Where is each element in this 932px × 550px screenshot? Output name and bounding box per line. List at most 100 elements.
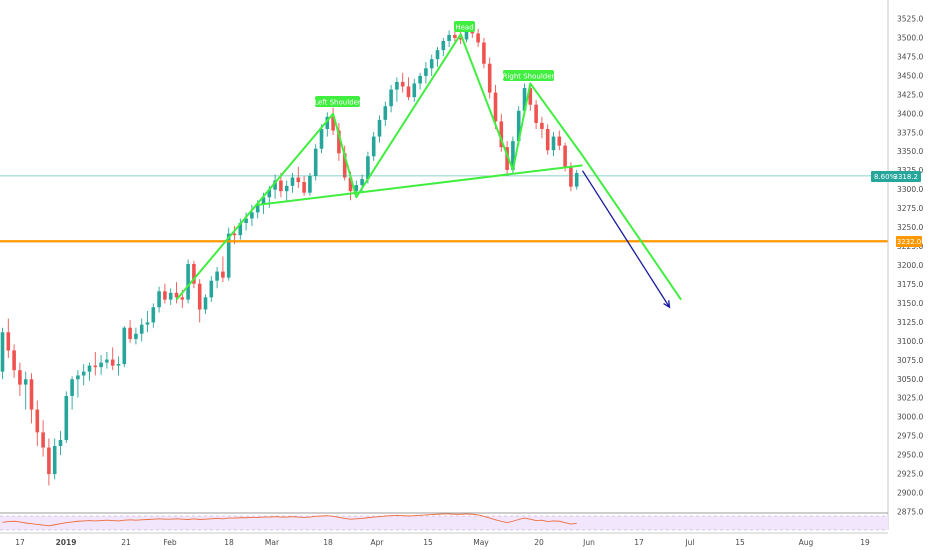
candle-body[interactable]: [360, 179, 364, 186]
projection-arrow[interactable]: [581, 170, 671, 309]
candle-body[interactable]: [35, 409, 40, 433]
candle-body[interactable]: [453, 34, 457, 38]
candle-body[interactable]: [511, 141, 515, 170]
candle-body[interactable]: [412, 83, 417, 98]
candle-body[interactable]: [122, 327, 127, 365]
candle-body[interactable]: [197, 283, 202, 310]
price-axis[interactable]: 3525.0 3500.0 3475.0 3450.0 3425.0 3400.0 3375…: [897, 15, 923, 517]
time-axis[interactable]: 17 2019 21 Feb 18 Mar 18 Apr 15 May 20 Jun 17 Jul 15 Au…: [15, 538, 870, 547]
candle-body[interactable]: [215, 271, 219, 281]
candle-body[interactable]: [70, 379, 74, 396]
candle-body[interactable]: [23, 379, 28, 385]
candle-body[interactable]: [308, 176, 312, 193]
candle-body[interactable]: [105, 359, 109, 363]
candle-body[interactable]: [540, 122, 544, 129]
candle-body[interactable]: [0, 332, 5, 372]
candle-body[interactable]: [6, 332, 11, 351]
candle-body[interactable]: [180, 297, 185, 300]
head-and-shoulders-drawing[interactable]: [175, 33, 682, 301]
candle-body[interactable]: [41, 432, 45, 448]
candle-body[interactable]: [209, 280, 214, 298]
candle-body[interactable]: [87, 365, 92, 372]
candle-body[interactable]: [116, 364, 121, 366]
candle-body[interactable]: [366, 156, 370, 180]
candle-body[interactable]: [534, 104, 538, 123]
candle-body[interactable]: [267, 189, 272, 198]
candle-body[interactable]: [64, 395, 69, 440]
candle-body[interactable]: [424, 68, 428, 76]
candle-body[interactable]: [145, 322, 150, 325]
candle-body[interactable]: [441, 40, 446, 51]
plot-area[interactable]: [0, 0, 888, 513]
candle-body[interactable]: [377, 119, 382, 137]
candle-body[interactable]: [418, 75, 422, 84]
candle-body[interactable]: [406, 86, 411, 98]
candle-body[interactable]: [395, 81, 399, 90]
candle-body[interactable]: [261, 197, 266, 205]
head-label[interactable]: Head: [454, 21, 475, 32]
candle-body[interactable]: [186, 263, 190, 300]
candle-body[interactable]: [58, 439, 63, 447]
candle-body[interactable]: [331, 116, 335, 131]
candle-body[interactable]: [110, 359, 115, 366]
candle-body[interactable]: [476, 33, 480, 43]
candle-body[interactable]: [157, 291, 161, 308]
candle-body[interactable]: [174, 292, 179, 298]
candle-body[interactable]: [134, 333, 138, 340]
candle-body[interactable]: [493, 92, 498, 122]
candle-body[interactable]: [551, 136, 556, 151]
candle-body[interactable]: [389, 89, 393, 107]
candle-body[interactable]: [563, 145, 567, 167]
candle-body[interactable]: [221, 271, 225, 278]
candle-body[interactable]: [163, 291, 167, 300]
candle-body[interactable]: [528, 88, 533, 105]
right-shoulder-label[interactable]: Right Shoulder: [503, 70, 555, 81]
candle-body[interactable]: [342, 153, 347, 178]
candle-body[interactable]: [12, 350, 16, 371]
candle-body[interactable]: [232, 233, 237, 236]
candle-body[interactable]: [296, 177, 301, 183]
candle-body[interactable]: [464, 27, 469, 40]
candle-body[interactable]: [516, 110, 521, 142]
candle-body[interactable]: [545, 128, 550, 151]
candle-body[interactable]: [284, 185, 289, 192]
candle-body[interactable]: [482, 42, 486, 64]
candle-body[interactable]: [151, 307, 156, 323]
candle-body[interactable]: [574, 172, 579, 187]
candle-body[interactable]: [81, 371, 86, 376]
candle-body[interactable]: [435, 50, 440, 60]
candle-body[interactable]: [273, 180, 277, 190]
candle-body[interactable]: [226, 233, 231, 278]
candle-body[interactable]: [522, 88, 527, 111]
candle-body[interactable]: [47, 447, 51, 475]
candle-body[interactable]: [302, 182, 306, 193]
candle-body[interactable]: [76, 375, 80, 380]
candle-body[interactable]: [383, 106, 388, 120]
pattern-zigzag[interactable]: [175, 33, 682, 301]
candle-body[interactable]: [337, 130, 341, 154]
candle-body[interactable]: [255, 204, 260, 213]
candle-body[interactable]: [557, 136, 562, 146]
candle-body[interactable]: [400, 81, 405, 87]
candle-body[interactable]: [279, 180, 283, 192]
candle-body[interactable]: [371, 136, 376, 157]
candle-body[interactable]: [128, 327, 132, 340]
candle-body[interactable]: [313, 148, 318, 177]
candle-body[interactable]: [203, 297, 208, 310]
candle-body[interactable]: [447, 34, 451, 41]
candle-body[interactable]: [319, 128, 324, 149]
candle-body[interactable]: [505, 147, 509, 170]
candle-body[interactable]: [99, 362, 103, 368]
candle-body[interactable]: [348, 177, 353, 192]
candle-body[interactable]: [18, 370, 22, 385]
candle-body[interactable]: [290, 177, 295, 186]
candle-body[interactable]: [168, 292, 173, 300]
candle-body[interactable]: [93, 365, 98, 368]
candle-body[interactable]: [250, 212, 254, 219]
candle-body[interactable]: [429, 59, 434, 69]
left-shoulder-label[interactable]: Left Shoulder: [314, 96, 361, 107]
candle-body[interactable]: [499, 121, 504, 148]
candle-body[interactable]: [354, 185, 359, 192]
neckline[interactable]: [257, 164, 583, 206]
